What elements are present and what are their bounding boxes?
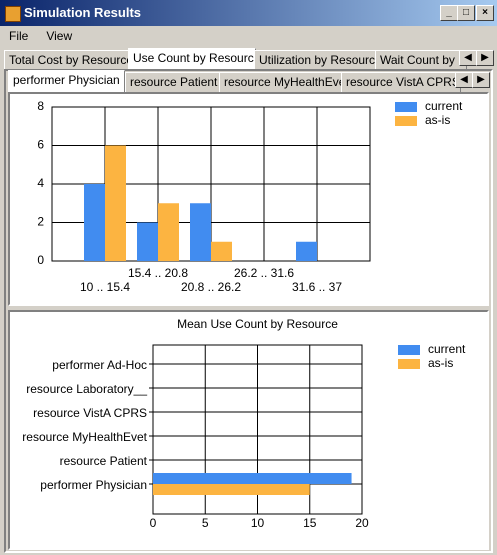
scroll-right[interactable]: ▶ <box>472 72 490 88</box>
y-tick-label: resource MyHealthEvet <box>22 430 147 444</box>
maximize-button[interactable]: □ <box>457 5 475 21</box>
bar <box>84 184 105 261</box>
x-tick-label: 20 <box>355 516 369 530</box>
app-icon <box>5 6 21 22</box>
bar <box>158 203 179 261</box>
chart-title: Mean Use Count by Resource <box>177 317 338 331</box>
x-tick-label: 26.2 .. 31.6 <box>234 266 294 280</box>
close-button[interactable]: × <box>476 5 494 21</box>
window-title: Simulation Results <box>24 5 142 20</box>
y-tick-label: performer Physician <box>40 478 147 492</box>
legend-swatch <box>398 345 420 355</box>
y-tick-label: resource Patient <box>60 454 148 468</box>
legend-swatch <box>398 359 420 369</box>
legend-label: current <box>428 342 466 356</box>
x-tick-label: 10 .. 15.4 <box>80 280 130 294</box>
menu-item[interactable]: View <box>46 29 73 43</box>
legend-label: as-is <box>428 356 453 370</box>
bar <box>190 203 211 261</box>
bar <box>153 484 310 495</box>
tab[interactable]: resource VistA CPRS <box>341 72 461 92</box>
x-tick-label: 15 <box>303 516 317 530</box>
x-tick-label: 20.8 .. 26.2 <box>181 280 241 294</box>
tab-strip: Total Cost by Resource Use Count by Reso… <box>4 48 494 70</box>
tab[interactable]: Use Count by Resource <box>128 48 256 70</box>
x-tick-label: 31.6 .. 37 <box>292 280 342 294</box>
tab[interactable]: resource Patient <box>125 72 221 92</box>
scroll-right[interactable]: ▶ <box>476 50 494 66</box>
scroll-left[interactable]: ◀ <box>459 50 477 66</box>
y-tick-label: resource VistA CPRS <box>33 406 147 420</box>
tab[interactable]: Utilization by Resource <box>254 50 378 70</box>
title-bar: Simulation Results _ □ × <box>0 0 497 26</box>
resource-tab-strip: performer Physician resource Patient res… <box>8 70 490 92</box>
y-tick-label: 4 <box>37 176 44 190</box>
x-tick-label: 5 <box>202 516 209 530</box>
y-tick-label: 6 <box>37 138 44 152</box>
y-tick-label: 0 <box>37 253 44 267</box>
bar <box>105 145 126 261</box>
tab[interactable]: Wait Count by Re <box>375 50 467 70</box>
x-tick-label: 15.4 .. 20.8 <box>128 266 188 280</box>
menu-item[interactable]: File <box>9 29 29 43</box>
legend-label: as-is <box>425 113 450 127</box>
y-tick-label: 8 <box>37 99 44 113</box>
bar <box>153 473 352 484</box>
y-tick-label: performer Ad-Hoc <box>52 358 147 372</box>
y-tick-label: 2 <box>37 215 44 229</box>
tab[interactable]: Total Cost by Resource <box>4 50 132 70</box>
legend-swatch <box>395 102 417 112</box>
tab[interactable]: performer Physician <box>8 70 125 92</box>
x-tick-label: 0 <box>150 516 157 530</box>
bar <box>137 222 158 261</box>
menu-bar: File View <box>0 26 497 46</box>
legend-label: current <box>425 99 463 113</box>
x-tick-label: 10 <box>251 516 265 530</box>
bar <box>211 241 232 261</box>
bar <box>296 241 317 261</box>
legend-swatch <box>395 116 417 126</box>
y-tick-label: resource Laboratory__ <box>26 382 147 396</box>
